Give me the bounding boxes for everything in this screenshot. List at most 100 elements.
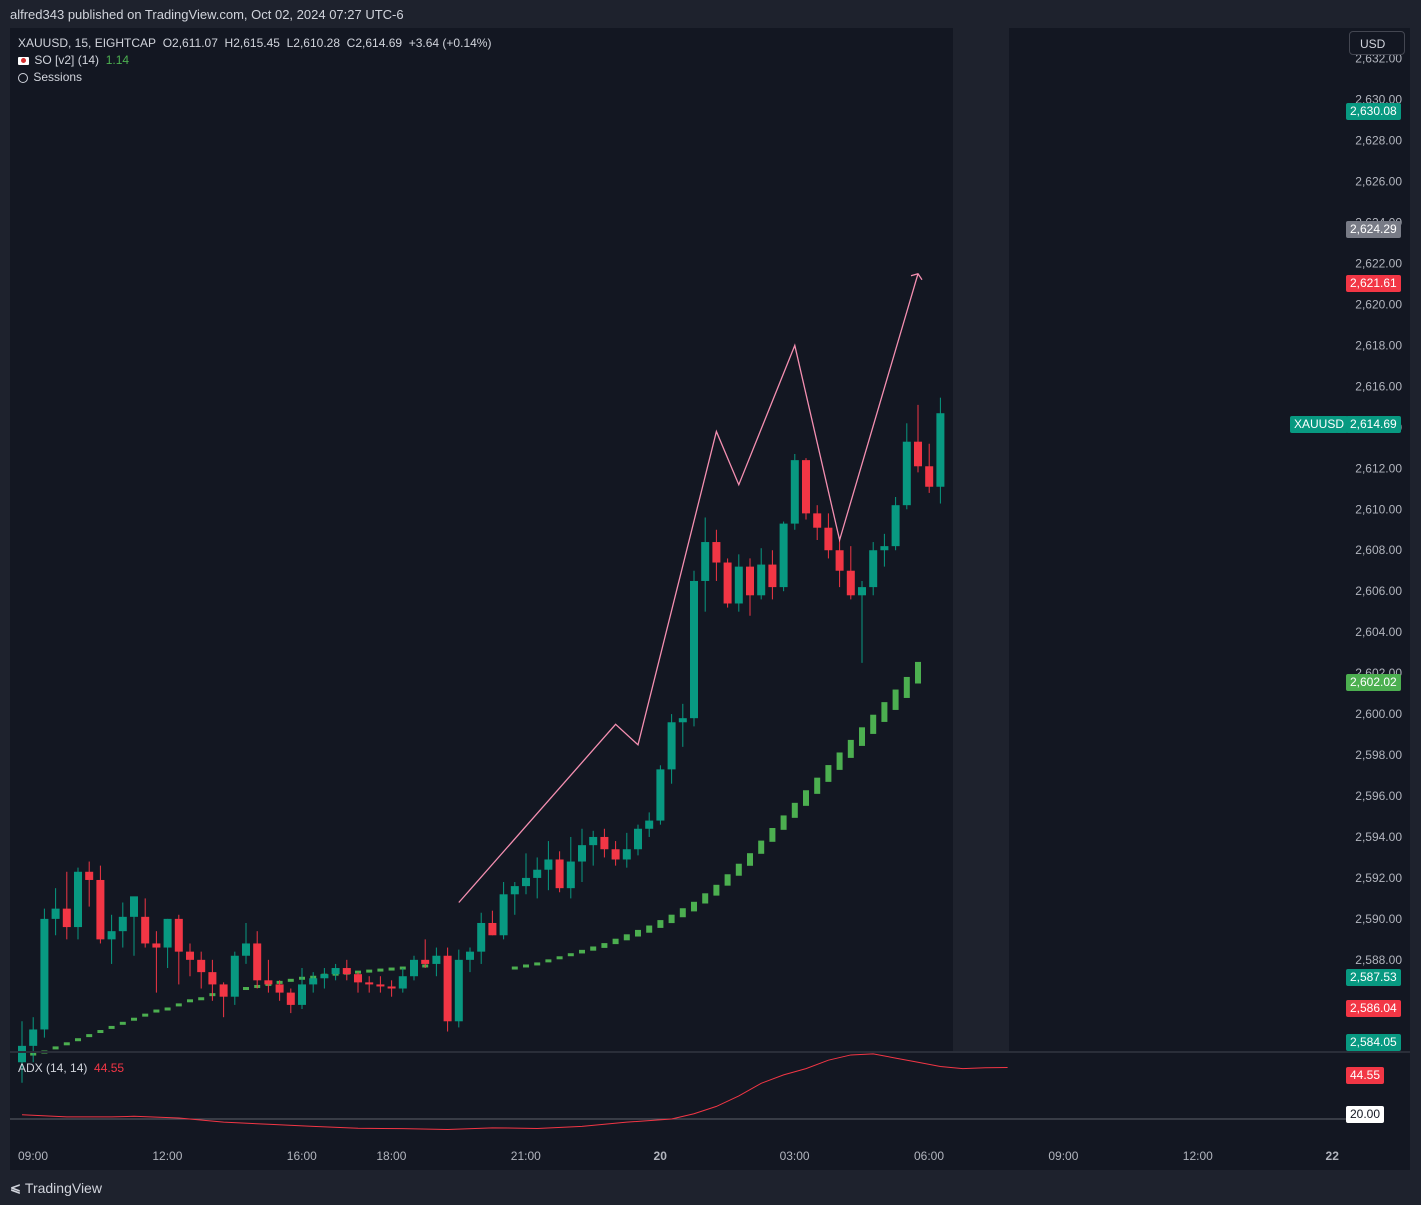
- candle[interactable]: [757, 548, 766, 600]
- candle[interactable]: [432, 947, 441, 977]
- candle[interactable]: [566, 836, 575, 899]
- candle[interactable]: [163, 918, 172, 969]
- candle[interactable]: [331, 963, 340, 981]
- chart-frame[interactable]: [10, 28, 1410, 1170]
- candle[interactable]: [880, 533, 889, 567]
- candle[interactable]: [107, 914, 116, 964]
- time-axis[interactable]: 09:00 12:00 16:00 18:00 21:00 20 03:00 06:00 09:…: [18, 1149, 1339, 1163]
- candle[interactable]: [454, 949, 463, 1028]
- candle[interactable]: [118, 902, 127, 948]
- candle[interactable]: [555, 851, 564, 893]
- candle[interactable]: [197, 951, 206, 989]
- candle[interactable]: [242, 922, 250, 964]
- candle[interactable]: [802, 458, 810, 520]
- candle[interactable]: [29, 1017, 38, 1063]
- candle[interactable]: [354, 972, 362, 993]
- candle[interactable]: [174, 914, 183, 985]
- candle[interactable]: [286, 988, 295, 1014]
- candle[interactable]: [936, 397, 945, 504]
- candle[interactable]: [410, 955, 418, 981]
- candle[interactable]: [320, 968, 329, 989]
- candle[interactable]: [578, 828, 586, 883]
- candle[interactable]: [589, 830, 598, 866]
- candle[interactable]: [712, 529, 721, 581]
- candle[interactable]: [858, 580, 866, 663]
- annotation-path[interactable]: [458, 273, 919, 903]
- candle[interactable]: [141, 898, 150, 948]
- candle[interactable]: [85, 861, 94, 907]
- candle[interactable]: [466, 947, 474, 973]
- candle[interactable]: [51, 888, 60, 936]
- candle[interactable]: [342, 959, 351, 981]
- candle[interactable]: [902, 423, 911, 510]
- candle[interactable]: [253, 931, 262, 989]
- candle[interactable]: [667, 714, 676, 784]
- sessions-label[interactable]: Sessions: [33, 70, 83, 84]
- footer-brand[interactable]: ⩽ TradingView: [10, 1180, 102, 1196]
- candle[interactable]: [656, 765, 665, 825]
- candle[interactable]: [611, 841, 620, 866]
- candle[interactable]: [533, 857, 542, 899]
- candle[interactable]: [264, 959, 273, 993]
- candle[interactable]: [645, 812, 654, 837]
- candle[interactable]: [421, 939, 430, 969]
- candle[interactable]: [298, 968, 306, 1009]
- candle[interactable]: [600, 828, 609, 858]
- candle[interactable]: [62, 871, 71, 940]
- candle[interactable]: [488, 910, 497, 936]
- candle[interactable]: [376, 976, 385, 993]
- so-legend[interactable]: SO [v2] (14) 1.14: [18, 53, 129, 67]
- candle[interactable]: [846, 546, 855, 600]
- candle[interactable]: [678, 703, 687, 747]
- candle[interactable]: [891, 496, 900, 551]
- candle[interactable]: [634, 824, 642, 856]
- candle[interactable]: [779, 521, 788, 592]
- candle[interactable]: [387, 980, 396, 997]
- candle[interactable]: [824, 513, 833, 559]
- candle[interactable]: [510, 882, 519, 915]
- candle[interactable]: [622, 832, 631, 868]
- candle[interactable]: [152, 931, 161, 993]
- so-label[interactable]: SO [v2] (14): [34, 53, 100, 67]
- candle[interactable]: [499, 882, 508, 940]
- candle[interactable]: [74, 867, 82, 940]
- time-tick-label: 21:00: [511, 1149, 541, 1163]
- candle[interactable]: [925, 443, 934, 493]
- candle[interactable]: [230, 951, 239, 1005]
- candle[interactable]: [219, 982, 228, 1018]
- candle[interactable]: [690, 570, 698, 727]
- candle[interactable]: [398, 968, 407, 993]
- candle[interactable]: [701, 517, 710, 612]
- candle[interactable]: [768, 550, 777, 600]
- candle[interactable]: [365, 976, 374, 993]
- candle[interactable]: [522, 853, 530, 895]
- candle[interactable]: [275, 980, 284, 1001]
- sessions-legend[interactable]: Sessions: [18, 70, 82, 84]
- candle[interactable]: [813, 505, 822, 540]
- candle[interactable]: [723, 558, 732, 608]
- candle[interactable]: [186, 943, 194, 977]
- candle[interactable]: [208, 959, 217, 1001]
- candle[interactable]: [130, 896, 138, 956]
- candle[interactable]: [443, 947, 452, 1032]
- candle[interactable]: [835, 537, 844, 588]
- adx-legend[interactable]: ADX (14, 14) 44.55: [18, 1061, 124, 1075]
- symbol-name[interactable]: XAUUSD, 15, EIGHTCAP: [18, 36, 157, 50]
- candle[interactable]: [544, 841, 553, 891]
- candles[interactable]: [18, 397, 945, 1083]
- candle[interactable]: [790, 453, 799, 530]
- currency-button[interactable]: USD: [1349, 31, 1405, 55]
- candle[interactable]: [40, 908, 49, 1038]
- adx-label[interactable]: ADX (14, 14): [18, 1061, 88, 1075]
- candle[interactable]: [746, 558, 754, 616]
- candle[interactable]: [96, 865, 105, 944]
- symbol-legend[interactable]: XAUUSD, 15, EIGHTCAP O2,611.07 H2,615.45…: [18, 36, 491, 50]
- candle[interactable]: [914, 404, 922, 473]
- candle-body: [242, 943, 250, 956]
- candle[interactable]: [869, 542, 878, 596]
- price-axis[interactable]: 2,632.002,630.002,628.002,626.002,624.00…: [1355, 52, 1402, 967]
- candle[interactable]: [477, 912, 486, 964]
- candle[interactable]: [309, 972, 318, 993]
- candle[interactable]: [734, 554, 743, 612]
